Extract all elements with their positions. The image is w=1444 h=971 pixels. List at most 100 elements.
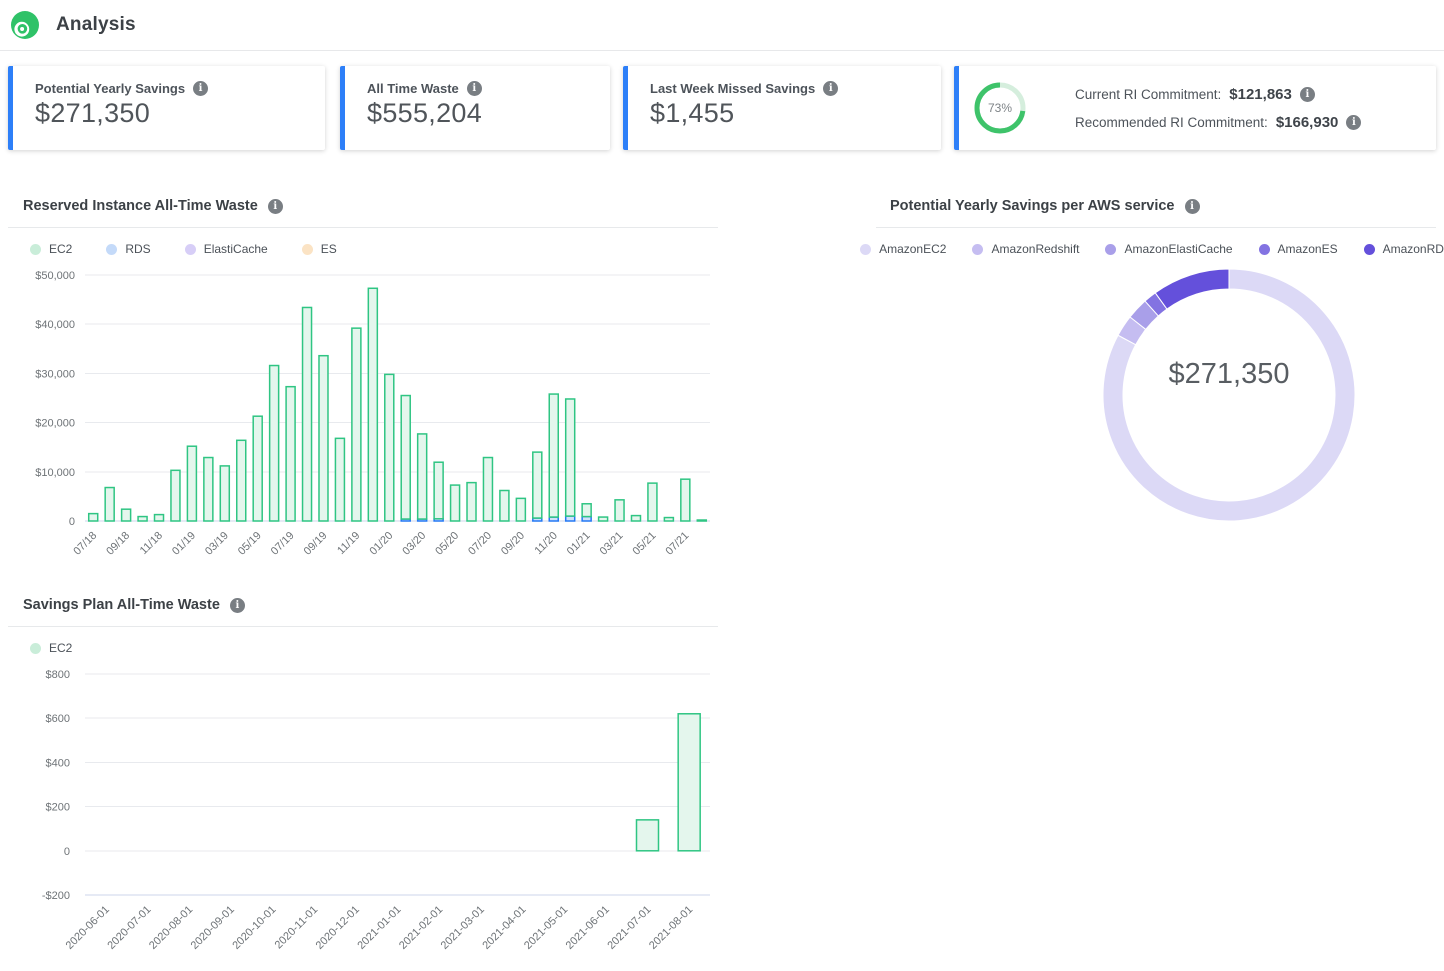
legend-item-amazones[interactable]: AmazonES — [1258, 242, 1338, 256]
svg-text:09/20: 09/20 — [499, 530, 527, 558]
card-value: $555,204 — [367, 98, 483, 128]
current-ri-commitment-row: Current RI Commitment: $121,863 i — [1075, 86, 1361, 103]
commit-value: $121,863 — [1229, 85, 1292, 103]
svg-text:2021-06-01: 2021-06-01 — [564, 904, 612, 952]
legend-dot-icon — [1258, 243, 1270, 255]
legend-dot-icon — [860, 243, 872, 255]
svg-text:03/21: 03/21 — [598, 530, 626, 558]
svg-text:0: 0 — [69, 516, 75, 528]
legend-label: ElastiCache — [203, 242, 268, 256]
ri-waste-section-title: Reserved Instance All-Time Waste i — [23, 198, 283, 214]
commit-label: Recommended RI Commitment: — [1075, 114, 1268, 130]
commit-value: $166,930 — [1275, 113, 1339, 131]
svg-text:07/20: 07/20 — [466, 530, 494, 558]
svg-text:$10,000: $10,000 — [35, 467, 75, 479]
svg-text:11/20: 11/20 — [533, 530, 560, 557]
svg-text:$20,000: $20,000 — [35, 418, 75, 430]
legend-item-amazonredshift[interactable]: AmazonRedshift — [972, 242, 1079, 256]
svg-text:$200: $200 — [46, 802, 70, 814]
svg-text:09/19: 09/19 — [302, 530, 330, 558]
svg-text:01/19: 01/19 — [170, 530, 198, 558]
svg-text:2021-05-01: 2021-05-01 — [522, 904, 570, 952]
sp-waste-bar-chart: -$200 0 $200 $400 $600 $800 2020-06-012020-07-… — [42, 669, 710, 952]
legend-item-rds[interactable]: RDS — [106, 242, 151, 256]
svg-text:03/19: 03/19 — [203, 530, 231, 558]
svg-text:07/19: 07/19 — [269, 530, 297, 558]
svg-text:2020-06-01: 2020-06-01 — [64, 904, 112, 952]
legend-item-ec2[interactable]: EC2 — [30, 242, 72, 256]
legend-item-es[interactable]: ES — [301, 242, 337, 256]
info-icon[interactable]: i — [466, 81, 482, 96]
savings-per-service-section-title: Potential Yearly Savings per AWS service… — [890, 198, 1200, 214]
ri-waste-legend: EC2 RDS ElastiCache ES — [30, 242, 337, 256]
svg-text:2020-09-01: 2020-09-01 — [189, 904, 237, 952]
svg-text:2020-07-01: 2020-07-01 — [105, 904, 153, 952]
svg-text:11/19: 11/19 — [335, 530, 362, 557]
spot-logo-icon — [10, 10, 40, 40]
legend-label: ES — [320, 242, 337, 256]
legend-item-amazonelasticache[interactable]: AmazonElastiCache — [1105, 242, 1233, 256]
info-icon[interactable]: i — [267, 198, 283, 214]
card-potential-yearly-savings: Potential Yearly Savings i $271,350 — [8, 66, 325, 150]
svg-text:01/20: 01/20 — [367, 530, 395, 558]
divider — [8, 227, 718, 228]
card-label: All Time Waste — [367, 81, 459, 96]
card-ri-commitment: 73% Current RI Commitment: $121,863 i Re… — [954, 66, 1436, 150]
svg-text:2021-03-01: 2021-03-01 — [439, 904, 487, 952]
legend-label: AmazonES — [1277, 242, 1338, 256]
svg-text:2021-04-01: 2021-04-01 — [480, 904, 528, 952]
info-icon[interactable]: i — [193, 81, 209, 96]
svg-text:05/19: 05/19 — [236, 530, 264, 558]
sp-waste-legend: EC2 — [30, 641, 72, 655]
savings-per-service-donut-chart: $271,350 — [1102, 268, 1356, 522]
info-icon[interactable]: i — [823, 81, 839, 96]
legend-item-elasticache[interactable]: ElastiCache — [184, 242, 268, 256]
legend-item-amazonec2[interactable]: AmazonEC2 — [860, 242, 946, 256]
savings-per-service-legend: AmazonEC2 AmazonRedshift AmazonElastiCache… — [860, 242, 1444, 256]
legend-item-amazonrds[interactable]: AmazonRDS — [1363, 242, 1444, 256]
card-value: $271,350 — [35, 98, 151, 128]
svg-text:$50,000: $50,000 — [35, 270, 75, 282]
commit-label: Current RI Commitment: — [1075, 86, 1222, 102]
legend-label: AmazonRDS — [1382, 242, 1444, 256]
legend-item-ec2[interactable]: EC2 — [30, 641, 72, 655]
legend-dot-icon — [106, 243, 118, 255]
card-label: Potential Yearly Savings — [35, 81, 186, 96]
legend-label: EC2 — [49, 641, 73, 655]
legend-dot-icon — [972, 243, 984, 255]
section-title-text: Potential Yearly Savings per AWS service — [890, 198, 1175, 214]
svg-text:01/21: 01/21 — [565, 530, 593, 558]
card-value: $1,455 — [650, 98, 735, 128]
section-title-text: Savings Plan All-Time Waste — [23, 597, 220, 613]
svg-text:2020-08-01: 2020-08-01 — [147, 904, 195, 952]
divider — [876, 227, 1436, 228]
page-header: Analysis — [0, 0, 1444, 51]
svg-text:07/21: 07/21 — [663, 530, 691, 558]
legend-dot-icon — [1105, 243, 1117, 255]
svg-text:$30,000: $30,000 — [35, 368, 75, 380]
info-icon[interactable]: i — [229, 597, 245, 613]
svg-text:$800: $800 — [46, 669, 70, 681]
legend-dot-icon — [1363, 243, 1375, 255]
info-icon[interactable]: i — [1299, 86, 1315, 102]
info-icon[interactable]: i — [1184, 198, 1200, 214]
svg-text:05/21: 05/21 — [631, 530, 659, 558]
legend-dot-icon — [184, 243, 196, 255]
svg-text:11/18: 11/18 — [138, 530, 165, 557]
section-title-text: Reserved Instance All-Time Waste — [23, 198, 258, 214]
page-title: Analysis — [56, 14, 136, 35]
svg-text:2021-08-01: 2021-08-01 — [647, 904, 695, 952]
sp-waste-section-title: Savings Plan All-Time Waste i — [23, 597, 245, 613]
card-label: Last Week Missed Savings — [650, 81, 816, 96]
svg-text:2021-07-01: 2021-07-01 — [605, 904, 653, 952]
legend-dot-icon — [301, 243, 313, 255]
info-icon[interactable]: i — [1346, 114, 1362, 130]
svg-text:$40,000: $40,000 — [35, 319, 75, 331]
svg-text:-$200: -$200 — [42, 890, 70, 902]
svg-text:2020-10-01: 2020-10-01 — [230, 904, 278, 952]
legend-label: RDS — [125, 242, 151, 256]
card-last-week-missed-savings: Last Week Missed Savings i $1,455 — [623, 66, 941, 150]
legend-dot-icon — [30, 243, 41, 255]
svg-text:2021-02-01: 2021-02-01 — [397, 904, 445, 952]
